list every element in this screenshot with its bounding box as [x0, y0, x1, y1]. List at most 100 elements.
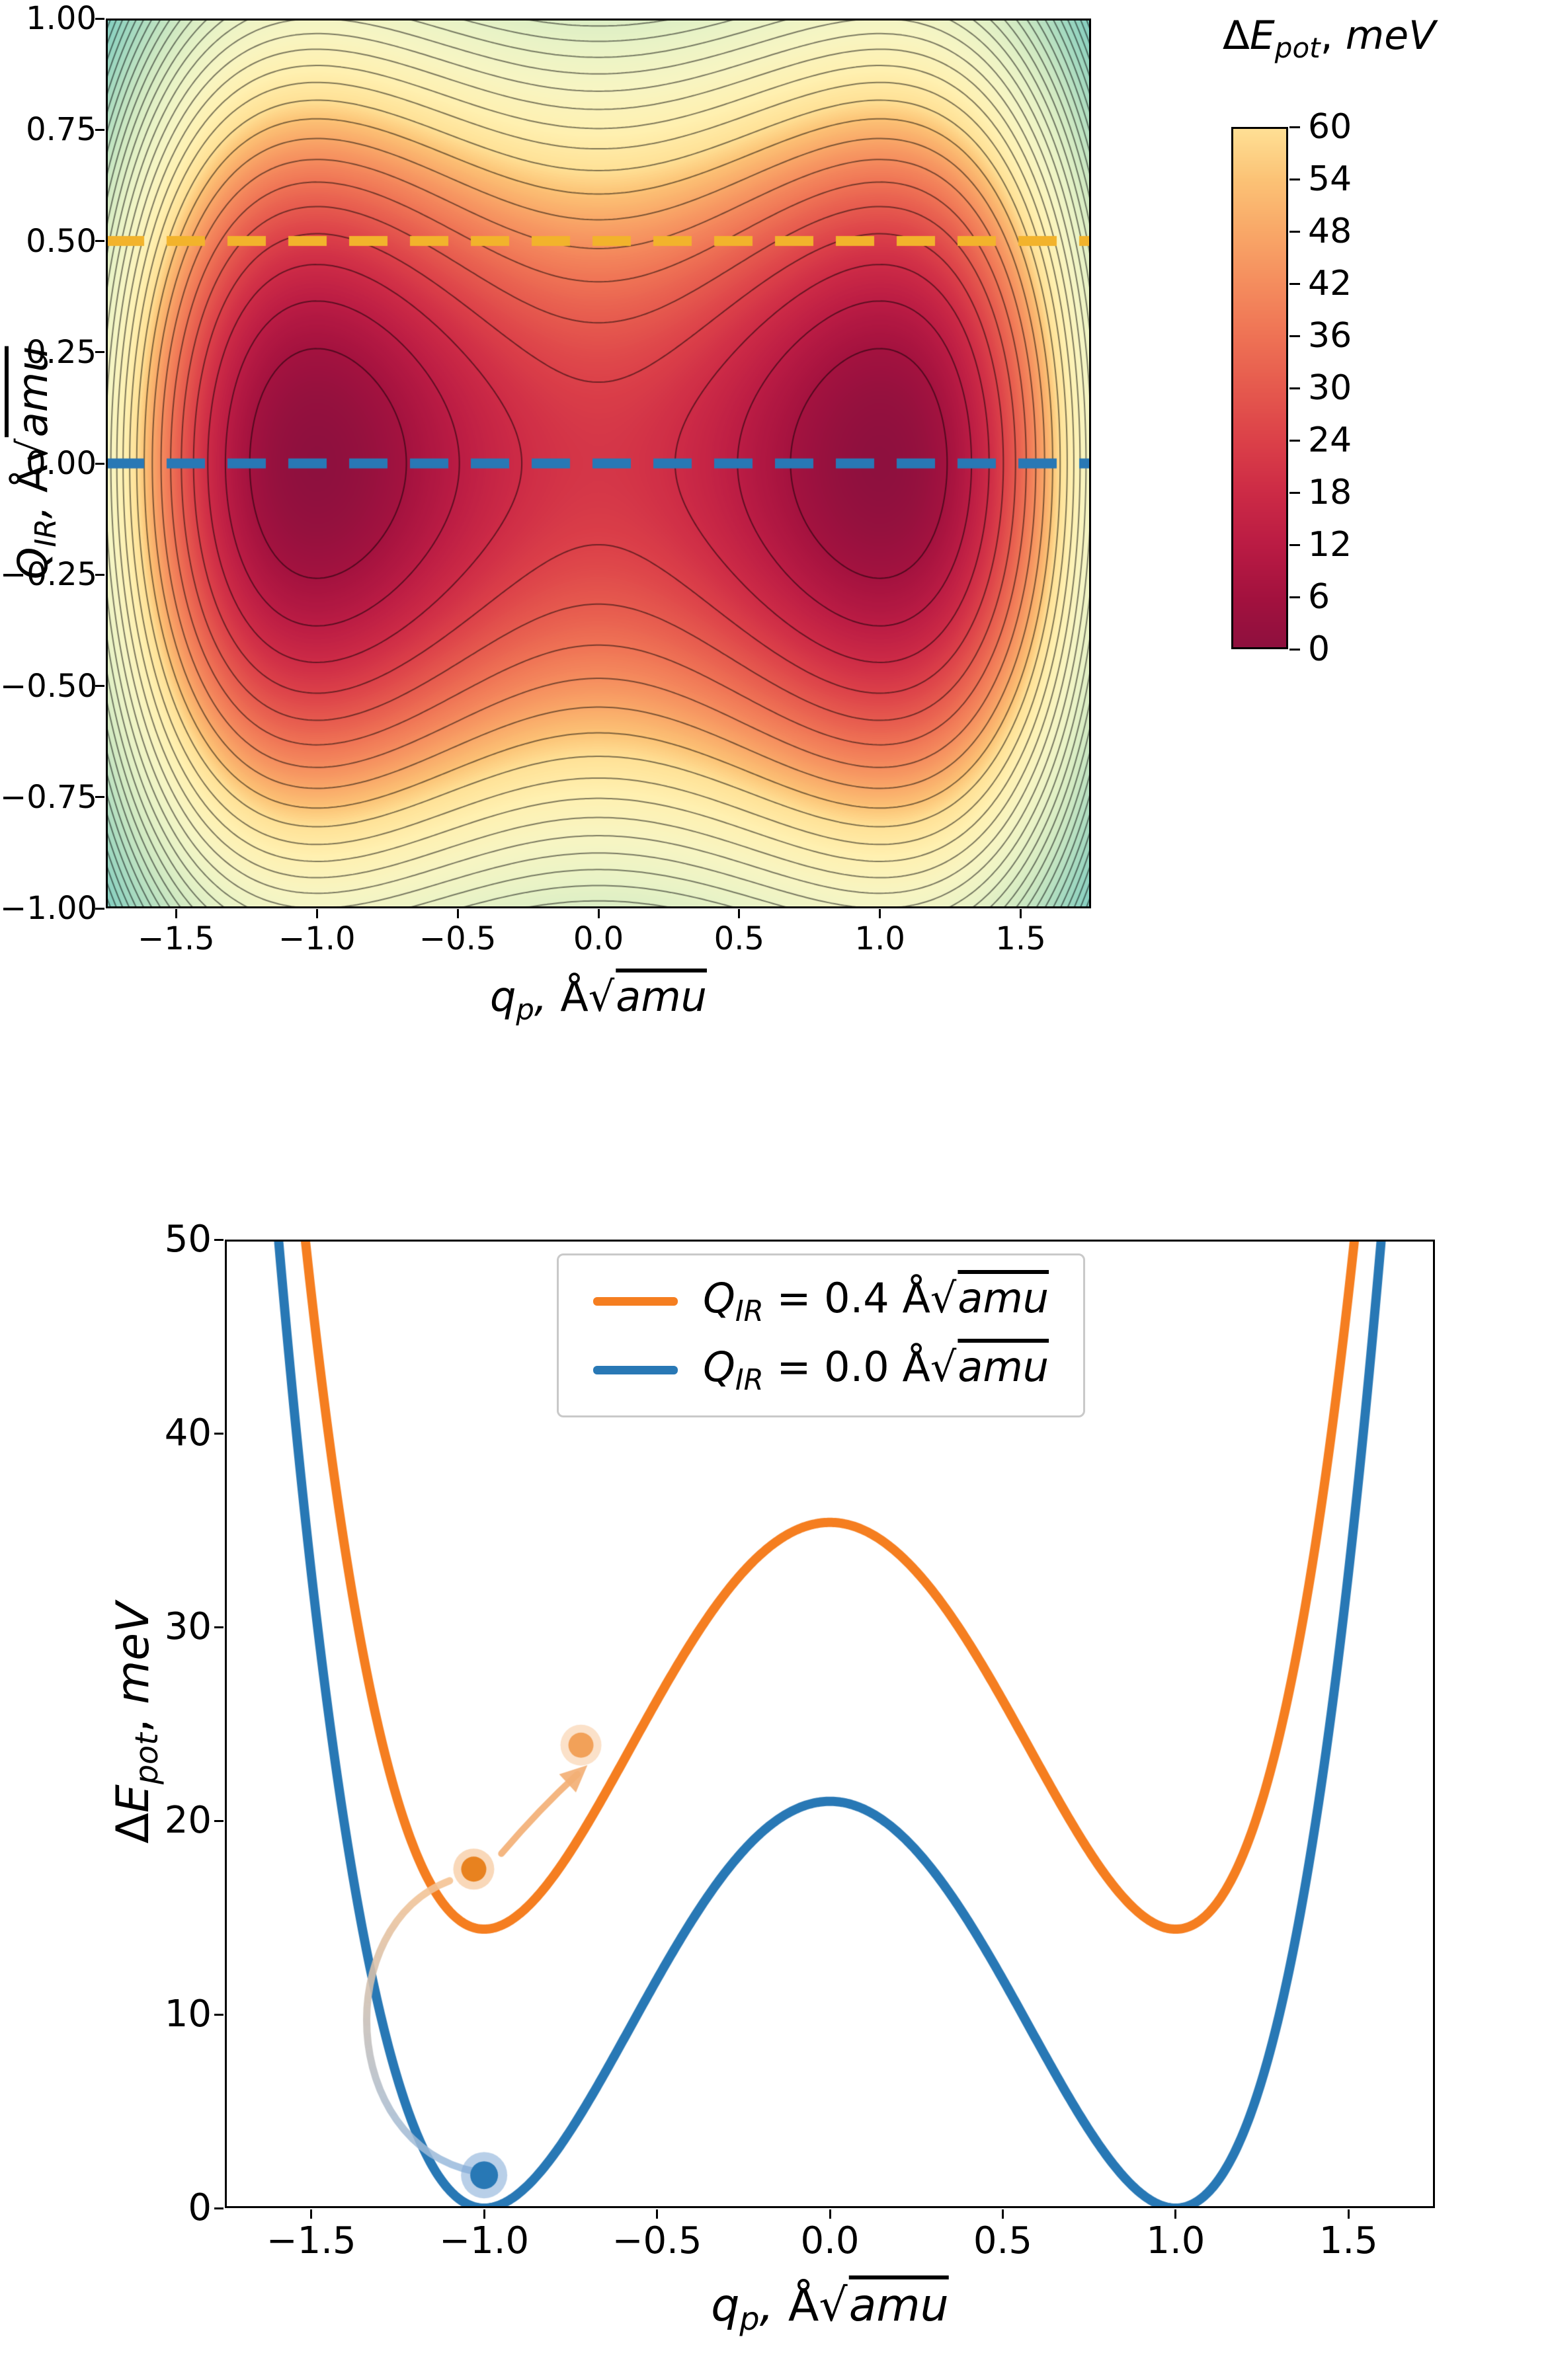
tick-mark	[829, 2209, 831, 2219]
tick-label: 24	[1308, 420, 1352, 460]
tick-mark	[95, 351, 104, 354]
tick-label: 0.0	[800, 2219, 860, 2262]
tick-label: 0.75	[26, 111, 97, 149]
tick-mark	[95, 573, 104, 576]
math-part: Q	[703, 1274, 735, 1322]
math-part: Δ	[1222, 13, 1250, 60]
tick-mark	[1289, 439, 1300, 442]
math-part: Å	[788, 2279, 819, 2332]
tick-mark	[1289, 491, 1300, 494]
math-part: ,	[534, 972, 561, 1021]
tick-label: 1.5	[1319, 2219, 1378, 2262]
math-part: IR	[735, 1364, 764, 1398]
tick-mark	[95, 462, 104, 465]
math-part: Å	[902, 1343, 930, 1392]
radicand: amu	[958, 1343, 1049, 1392]
tick-label: 0.50	[26, 222, 97, 260]
math-part: = 0.0	[763, 1343, 903, 1392]
tick-label: 50	[164, 1218, 212, 1261]
tick-label: −1.00	[0, 890, 98, 927]
math-part: E	[1249, 13, 1275, 60]
legend-label-blue: QIR = 0.0 Å√amu	[703, 1343, 1049, 1397]
math-part: p	[516, 994, 534, 1027]
radicand: amu	[958, 1274, 1049, 1322]
bottom-x-axis-label: qp, Å√amu	[711, 2280, 949, 2338]
sqrt-symbol: √	[930, 1343, 957, 1392]
tick-label: −1.0	[278, 920, 356, 957]
tick-label: 40	[164, 1411, 212, 1454]
tick-mark	[597, 909, 600, 918]
math-part: p	[739, 2301, 760, 2338]
tick-mark	[175, 909, 177, 918]
math-part: Å	[902, 1274, 930, 1322]
tick-mark	[879, 909, 881, 918]
colorbar-title: ΔEpot, meV	[1223, 13, 1436, 64]
math-part: Q	[703, 1343, 735, 1392]
tick-label: 20	[164, 1799, 212, 1842]
tick-label: 0.5	[973, 2219, 1032, 2262]
tick-mark	[1020, 909, 1022, 918]
tick-mark	[1289, 230, 1300, 233]
tick-label: 1.0	[854, 920, 905, 957]
tick-mark	[214, 1819, 224, 1822]
tick-label: 60	[1308, 107, 1352, 147]
radicand: amu	[848, 2279, 949, 2332]
tick-label: 36	[1308, 316, 1352, 356]
tick-mark	[1289, 178, 1300, 180]
tick-mark	[738, 909, 741, 918]
tick-label: −0.50	[0, 667, 98, 705]
tick-label: 0	[188, 2186, 212, 2229]
tick-label: 30	[164, 1605, 212, 1648]
math-part: IR	[30, 518, 63, 547]
math-part: ,	[8, 493, 57, 519]
math-part: q	[490, 972, 516, 1021]
tick-mark	[310, 2209, 313, 2219]
tick-mark	[656, 2209, 659, 2219]
tick-mark	[214, 2013, 224, 2016]
tick-label: 1.5	[995, 920, 1046, 957]
tick-mark	[214, 1238, 224, 1241]
tick-label: 54	[1308, 159, 1352, 199]
top-x-axis-label: qp, Å√amu	[490, 972, 707, 1027]
tick-mark	[95, 907, 104, 910]
tick-label: 30	[1308, 368, 1352, 408]
math-part: q	[711, 2279, 740, 2332]
math-part: pot	[1274, 31, 1321, 64]
math-part: = 0.4	[763, 1274, 903, 1322]
math-part: pot	[129, 1733, 166, 1785]
tick-mark	[456, 909, 459, 918]
tick-mark	[214, 1432, 224, 1435]
legend-item-blue: QIR = 0.0 Å√amu	[593, 1343, 1049, 1397]
tick-label: 0.25	[26, 333, 97, 371]
tick-label: −0.5	[419, 920, 497, 957]
tick-mark	[1289, 282, 1300, 285]
tick-label: 0.0	[573, 920, 624, 957]
tick-label: −0.75	[0, 778, 98, 816]
tick-mark	[1289, 596, 1300, 598]
tick-mark	[214, 2207, 224, 2209]
tick-label: −0.5	[612, 2219, 702, 2262]
math-part: Å	[560, 972, 589, 1021]
tick-mark	[95, 17, 104, 20]
tick-mark	[1347, 2209, 1350, 2219]
tick-label: 12	[1308, 525, 1352, 565]
legend: QIR = 0.4 Å√amu QIR = 0.0 Å√amu	[557, 1253, 1086, 1418]
tick-label: 10	[164, 1993, 212, 2036]
tick-label: 42	[1308, 264, 1352, 303]
sqrt-symbol: √	[588, 972, 615, 1021]
math-part: meV	[1345, 13, 1436, 60]
tick-mark	[95, 128, 104, 131]
tick-label: −0.25	[0, 556, 98, 594]
tick-label: 0.5	[714, 920, 765, 957]
tick-label: −1.5	[138, 920, 215, 957]
sqrt-symbol: √	[819, 2279, 848, 2332]
math-part: ,	[106, 1704, 159, 1733]
legend-line-swatch-blue	[593, 1365, 678, 1374]
legend-label-orange: QIR = 0.4 Å√amu	[703, 1274, 1049, 1328]
tick-label: 1.00	[26, 0, 97, 37]
tick-mark	[1289, 335, 1300, 337]
legend-item-orange: QIR = 0.4 Å√amu	[593, 1274, 1049, 1328]
tick-mark	[214, 1626, 224, 1628]
tick-mark	[1001, 2209, 1004, 2219]
